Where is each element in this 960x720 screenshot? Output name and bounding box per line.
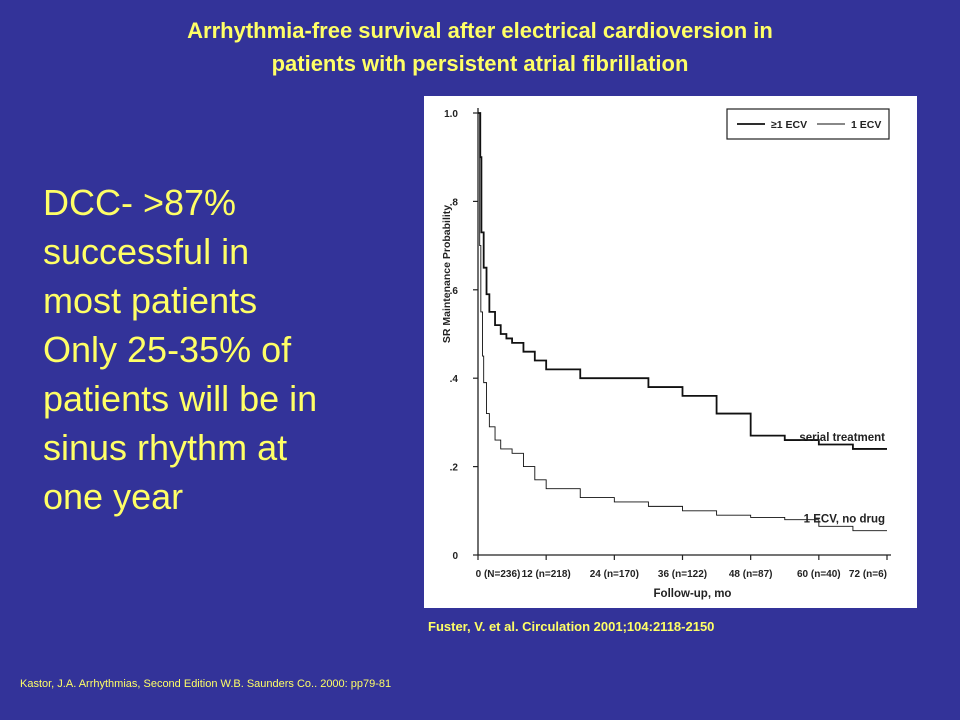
y-tick-label-0: 0 bbox=[452, 551, 458, 562]
bullet-line-5: patients will be in bbox=[43, 378, 318, 419]
y-tick-label-5: 1.0 bbox=[444, 109, 458, 120]
slide-title: Arrhythmia-free survival after electrica… bbox=[20, 14, 940, 80]
x-tick-label-0: 0 (N=236) bbox=[476, 569, 521, 580]
y-axis-label: SR Maintenance Probability bbox=[441, 205, 453, 343]
bullet-line-2: successful in bbox=[43, 231, 250, 272]
legend-label-1: 1 ECV bbox=[851, 119, 881, 131]
y-tick-label-1: .2 bbox=[450, 463, 459, 474]
legend-label-0: ≥1 ECV bbox=[771, 119, 807, 131]
x-axis-label: Follow-up, mo bbox=[654, 588, 732, 600]
bullet-line-1: DCC- >87% bbox=[43, 182, 237, 223]
bullet-line-3: most patients bbox=[43, 280, 258, 321]
y-tick-label-4: .8 bbox=[450, 197, 459, 208]
x-tick-label-6: 72 (n=6) bbox=[849, 569, 887, 580]
bullet-line-4: Only 25-35% of bbox=[43, 329, 292, 370]
x-tick-label-1: 12 (n=218) bbox=[522, 569, 571, 580]
slide-title-line-2: patients with persistent atrial fibrilla… bbox=[271, 51, 689, 76]
slide-bullet-text: DCC- >87% successful in most patients On… bbox=[43, 178, 403, 521]
x-tick-label-4: 48 (n=87) bbox=[729, 569, 773, 580]
series-annotation-1: 1 ECV, no drug bbox=[804, 514, 885, 526]
series-line-1 bbox=[478, 112, 887, 532]
slide-title-line-1: Arrhythmia-free survival after electrica… bbox=[187, 18, 773, 43]
series-line-0 bbox=[478, 112, 887, 450]
series-annotation-0: serial treatment bbox=[799, 432, 885, 444]
figure-citation: Fuster, V. et al. Circulation 2001;104:2… bbox=[428, 619, 715, 634]
y-tick-label-2: .4 bbox=[450, 374, 459, 385]
bullet-line-6: sinus rhythm at bbox=[43, 427, 288, 468]
survival-chart-figure: 0 .2 .4 .6 .8 1.0 0 (N=236) 12 (n=218) 24 (n=170… bbox=[424, 96, 917, 608]
bullet-line-7: one year bbox=[43, 476, 184, 517]
y-tick-label-3: .6 bbox=[450, 286, 459, 297]
x-tick-label-5: 60 (n=40) bbox=[797, 569, 841, 580]
x-tick-label-3: 36 (n=122) bbox=[658, 569, 707, 580]
survival-chart: 0 .2 .4 .6 .8 1.0 0 (N=236) 12 (n=218) 24 (n=170… bbox=[441, 108, 891, 600]
x-tick-label-2: 24 (n=170) bbox=[590, 569, 639, 580]
slide-source-reference: Kastor, J.A. Arrhythmias, Second Edition… bbox=[20, 678, 392, 690]
